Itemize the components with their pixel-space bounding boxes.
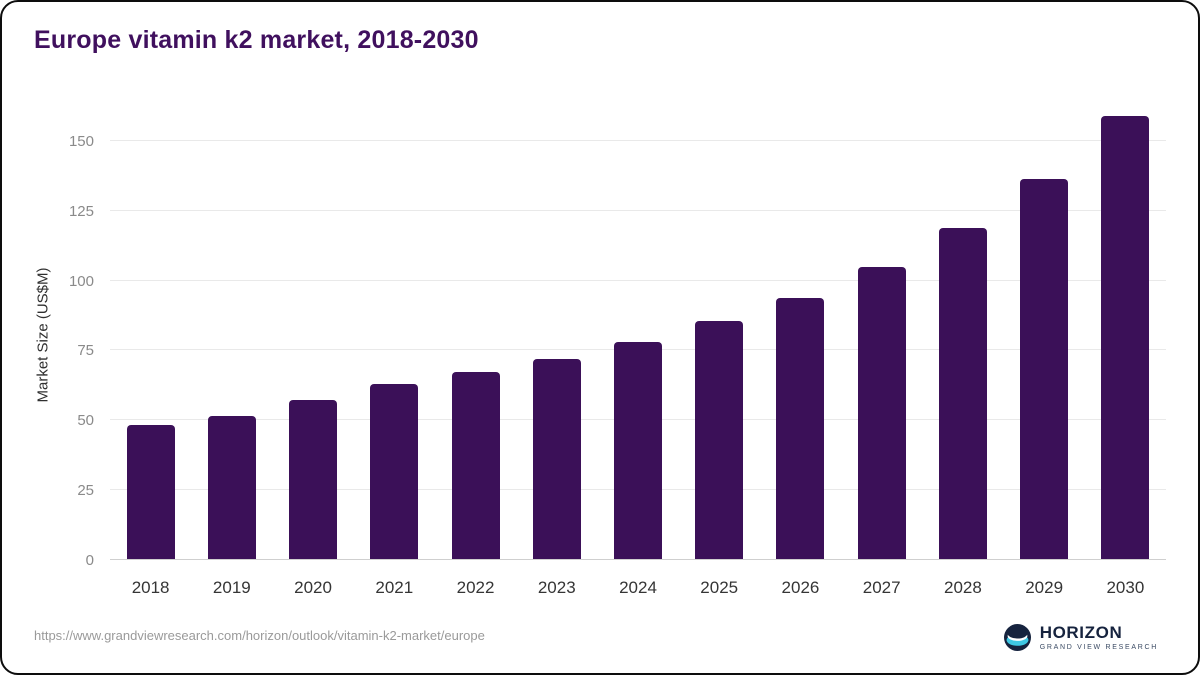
horizon-logo-text: HORIZON GRAND VIEW RESEARCH (1040, 624, 1158, 651)
x-tick-label: 2024 (619, 578, 657, 597)
bar-2019 (207, 416, 256, 559)
plot-area: 0 25 50 75 100 125 150 2018 2019 2020 2021 2022 2023… (69, 110, 1166, 597)
gridline (110, 209, 1166, 211)
bar-2030 (1101, 116, 1150, 559)
y-tick-label: 100 (68, 272, 94, 290)
source-url: https://www.grandviewresearch.com/horizo… (34, 628, 485, 643)
y-tick-label: 125 (68, 202, 94, 220)
logo-title: HORIZON (1039, 623, 1123, 643)
y-tick-label: 25 (77, 482, 94, 500)
bar-2022 (451, 371, 500, 559)
x-axis-line (110, 559, 1166, 560)
bar-2025 (695, 321, 744, 559)
x-tick-label: 2029 (1025, 578, 1064, 597)
horizon-logo-icon (1003, 624, 1031, 651)
gridline (110, 279, 1166, 281)
x-tick-label: 2025 (700, 578, 739, 597)
x-tick-label: 2028 (944, 578, 982, 597)
x-tick-label: 2019 (212, 578, 251, 597)
x-tick-label: 2027 (862, 578, 901, 597)
bar-2024 (614, 342, 662, 559)
y-tick-label: 150 (68, 132, 94, 150)
x-tick-label: 2020 (294, 578, 332, 597)
x-tick-label: 2018 (131, 578, 170, 597)
bar-2020 (289, 399, 338, 559)
x-tick-label: 2026 (781, 578, 820, 597)
chart-title: Europe vitamin k2 market, 2018-2030 (34, 26, 479, 54)
bar-2028 (938, 227, 987, 559)
horizon-logo: HORIZON GRAND VIEW RESEARCH (1003, 624, 1158, 651)
bar-2023 (532, 359, 581, 559)
bar-2027 (857, 266, 906, 559)
bar-2021 (370, 384, 419, 559)
y-tick-label: 0 (85, 552, 94, 569)
x-tick-label: 2023 (537, 578, 576, 597)
y-axis-title: Market Size (US$M) (34, 267, 52, 403)
x-tick-label: 2021 (375, 578, 414, 597)
x-tick-label: 2022 (456, 578, 495, 597)
bar-2026 (776, 297, 825, 559)
x-tick-label: 2030 (1106, 578, 1145, 597)
y-tick-label: 75 (77, 342, 94, 360)
bar-2018 (126, 424, 175, 559)
gridline (110, 139, 1166, 141)
bar-2029 (1020, 178, 1069, 559)
logo-subtitle: GRAND VIEW RESEARCH (1039, 643, 1158, 651)
y-tick-label: 50 (77, 412, 94, 430)
